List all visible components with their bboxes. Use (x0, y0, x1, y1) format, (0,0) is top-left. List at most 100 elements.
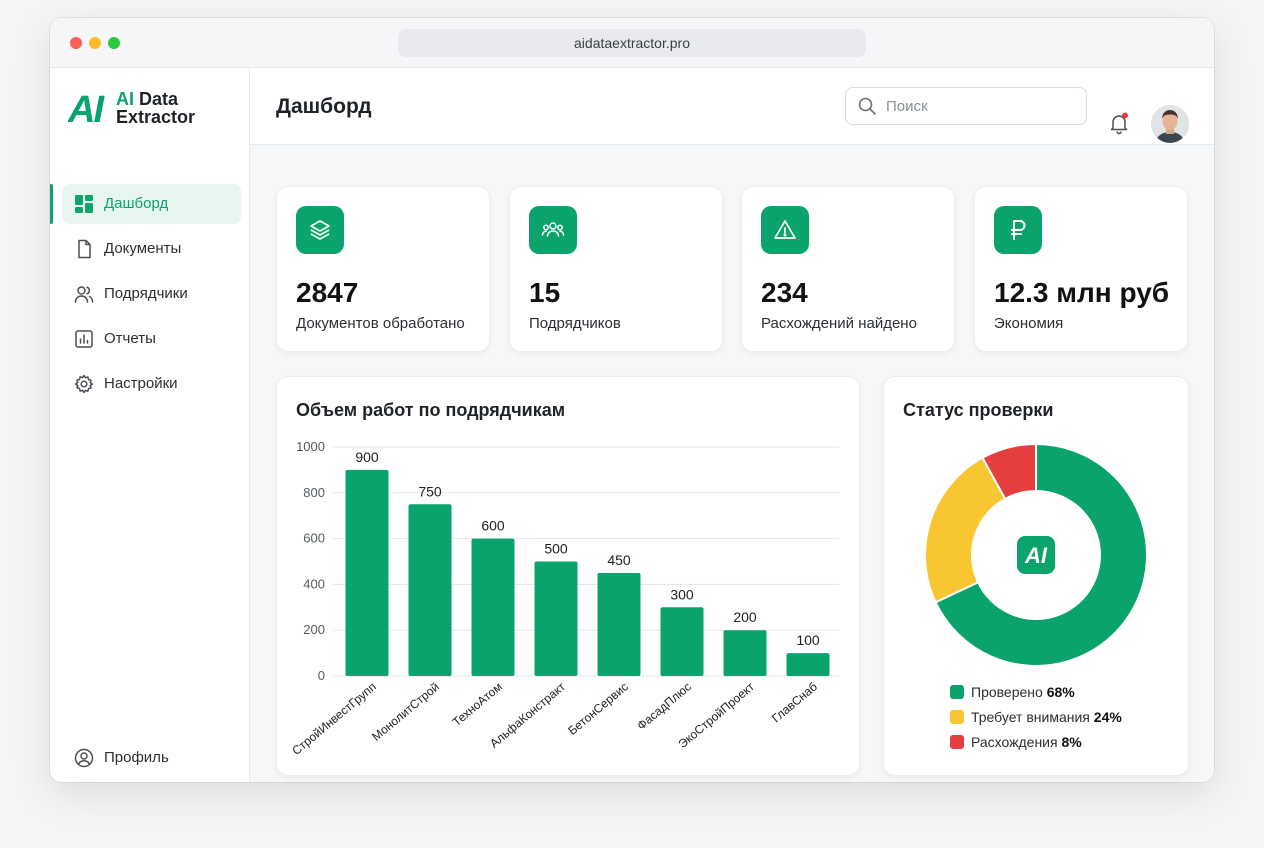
sidebar: AI AI Data Extractor Дашборд Документы (50, 68, 250, 782)
search-icon (858, 97, 876, 115)
legend-swatch (950, 735, 964, 749)
search-input[interactable] (845, 87, 1087, 125)
bar-value-label: 900 (355, 449, 379, 465)
legend-percent: 68% (1046, 684, 1075, 700)
main-content: Дашборд (250, 68, 1214, 782)
y-tick-label: 400 (303, 576, 325, 591)
stat-card-savings: 12.3 млн руб Экономия (974, 186, 1188, 352)
dashboard-icon (75, 195, 93, 213)
legend-swatch (950, 685, 964, 699)
bar-value-label: 100 (796, 632, 820, 648)
legend-label: Требует внимания 24% (971, 709, 1122, 725)
sidebar-item-label: Профиль (104, 749, 169, 766)
sidebar-item-reports[interactable]: Отчеты (62, 319, 241, 359)
sidebar-item-label: Отчеты (104, 330, 156, 347)
status-chart-title: Статус проверки (903, 400, 1054, 420)
legend-percent: 8% (1061, 734, 1082, 750)
y-tick-label: 0 (318, 668, 325, 683)
brand-name: AI Data Extractor (116, 90, 236, 126)
stat-card-documents: 2847 Документов обработано (276, 186, 490, 352)
page-title: Дашборд (276, 95, 372, 118)
sidebar-item-dashboard[interactable]: Дашборд (62, 184, 241, 224)
donut-slice[interactable] (934, 442, 1148, 667)
bar-chart: 0 200 400 600 800 1000 900 СтройИнвестГрупп 750 М… (289, 439, 839, 758)
stat-label: Расхождений найдено (761, 315, 917, 332)
center-logo-icon: AI (1017, 536, 1055, 574)
stat-value: 15 (529, 277, 561, 308)
y-tick-label: 800 (303, 485, 325, 500)
bar-value-label: 600 (481, 518, 505, 534)
logo-mark-text: AI (68, 90, 105, 126)
bar[interactable] (345, 469, 389, 676)
bar-value-label: 300 (670, 586, 694, 602)
bar-chart-title: Объем работ по подрядчикам (296, 400, 566, 420)
legend-percent: 24% (1093, 709, 1122, 725)
x-tick-label: ГлавСнаб (769, 679, 820, 725)
legend-label-text: Требует внимания (971, 709, 1094, 725)
sidebar-item-label: Дашборд (104, 195, 169, 212)
y-tick-label: 600 (303, 531, 325, 546)
sidebar-item-profile[interactable]: Профиль (62, 738, 241, 778)
bar[interactable] (597, 572, 641, 676)
sidebar-item-settings[interactable]: Настройки (62, 364, 241, 404)
brand-name-line2: Extractor (116, 107, 196, 127)
bar[interactable] (408, 504, 452, 676)
stat-icon-badge (296, 206, 344, 254)
bell-icon[interactable] (1107, 111, 1131, 135)
ruble-icon (1011, 220, 1026, 240)
avatar[interactable] (1151, 105, 1189, 143)
bar[interactable] (660, 607, 704, 676)
sidebar-item-documents[interactable]: Документы (62, 229, 241, 269)
donut-slice[interactable] (981, 442, 1037, 501)
active-nav-indicator (50, 184, 53, 224)
avatar-photo-icon (1151, 105, 1189, 143)
page-header: Дашборд (250, 68, 1214, 145)
donut-slice[interactable] (924, 456, 1007, 604)
document-icon (78, 239, 91, 259)
legend-swatch (950, 710, 964, 724)
bar[interactable] (534, 561, 578, 677)
bar-value-label: 750 (418, 483, 442, 499)
sidebar-item-label: Документы (104, 240, 182, 257)
sidebar-item-label: Настройки (104, 375, 178, 392)
team-icon (541, 222, 565, 237)
x-tick-label: ФасадПлюс (634, 680, 694, 733)
legend-label: Проверено 68% (971, 684, 1075, 700)
stat-icon-badge (994, 206, 1042, 254)
status-chart-card: Статус проверки AI Проверено 68% Требует … (883, 376, 1189, 776)
stat-value: 2847 (296, 277, 359, 308)
maximize-window-button[interactable] (108, 37, 120, 49)
address-bar[interactable]: aidataextractor.pro (398, 29, 866, 57)
legend-label-text: Проверено (971, 684, 1047, 700)
x-tick-label: МонолитСтрой (369, 680, 442, 744)
stat-label: Экономия (994, 315, 1064, 332)
browser-titlebar: aidataextractor.pro (50, 18, 1214, 68)
close-window-button[interactable] (70, 37, 82, 49)
legend-label-text: Расхождения (971, 734, 1062, 750)
bar-value-label: 500 (544, 541, 568, 557)
sidebar-item-contractors[interactable]: Подрядчики (62, 274, 241, 314)
stat-icon-badge (761, 206, 809, 254)
donut-chart: AI (924, 442, 1148, 667)
bar-value-label: 200 (733, 609, 757, 625)
y-tick-label: 1000 (296, 439, 325, 454)
stat-value: 234 (761, 277, 808, 308)
minimize-window-button[interactable] (89, 37, 101, 49)
x-tick-label: ТехноАтом (450, 680, 505, 730)
report-icon (75, 330, 93, 348)
stat-value: 12.3 млн руб (994, 277, 1170, 308)
center-logo-text: AI (1024, 543, 1048, 568)
logo-mark-icon: AI (68, 90, 107, 126)
warning-icon (774, 220, 796, 239)
x-tick-label: СтройИнвестГрупп (289, 680, 379, 758)
bar[interactable] (471, 538, 515, 676)
brand-name-rest: Data (134, 89, 179, 109)
bar[interactable] (723, 630, 767, 676)
bar-chart-card: Объем работ по подрядчикам 0 200 400 600 800… (276, 376, 860, 776)
sidebar-item-label: Подрядчики (104, 285, 188, 302)
bar-value-label: 450 (607, 552, 631, 568)
x-tick-label: БетонСервис (565, 680, 631, 738)
bar[interactable] (786, 653, 830, 676)
browser-window: aidataextractor.pro AI AI Data Extractor… (50, 18, 1214, 782)
users-icon (74, 286, 94, 303)
